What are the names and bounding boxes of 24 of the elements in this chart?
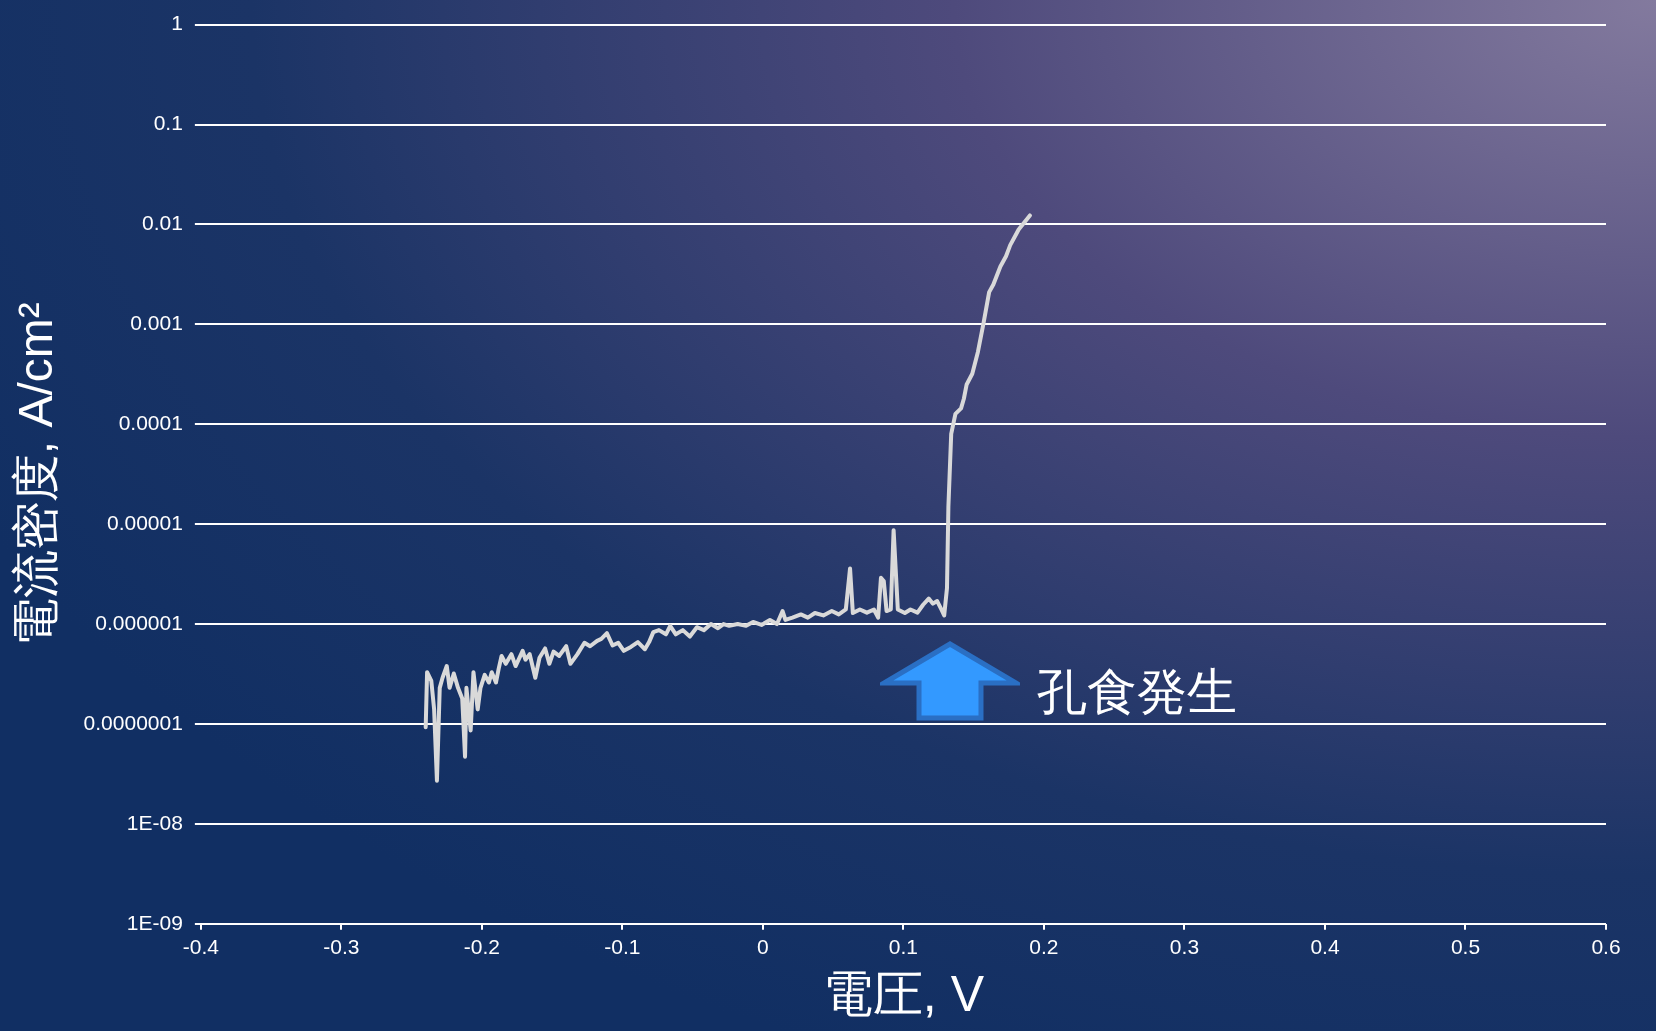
y-tick-label: 1E-09 xyxy=(126,910,183,934)
y-tick-label: 1 xyxy=(171,11,183,35)
x-tick-label: -0.4 xyxy=(182,935,220,959)
x-tick-label: 0.4 xyxy=(1310,935,1340,959)
x-tick-label: 0 xyxy=(757,935,769,959)
x-tick-label: 0.6 xyxy=(1591,935,1621,959)
y-tick-label: 1E-08 xyxy=(126,810,183,834)
y-tick-label: 0.0000001 xyxy=(83,710,183,734)
x-tick-label: -0.1 xyxy=(604,935,641,959)
x-tick-label: -0.2 xyxy=(463,935,500,959)
y-tick-label: 0.0001 xyxy=(118,411,183,435)
y-tick-label: 0.000001 xyxy=(95,610,183,634)
x-tick-label: 0.1 xyxy=(888,935,919,959)
y-tick-label: 0.01 xyxy=(141,211,183,235)
x-tick-label: 0.5 xyxy=(1450,935,1481,959)
y-tick-label: 0.1 xyxy=(153,111,183,135)
x-axis-title: 電圧, V xyxy=(822,965,985,1022)
y-axis-title: 電流密度, A/cm² xyxy=(9,302,63,647)
y-tick-label: 0.001 xyxy=(130,311,183,335)
x-tick-label: 0.2 xyxy=(1029,935,1059,959)
annotation: 孔食発生 xyxy=(1036,661,1237,723)
y-tick-label: 0.00001 xyxy=(106,510,183,534)
x-tick-label: -0.3 xyxy=(323,935,360,959)
x-tick-label: 0.3 xyxy=(1169,935,1200,959)
